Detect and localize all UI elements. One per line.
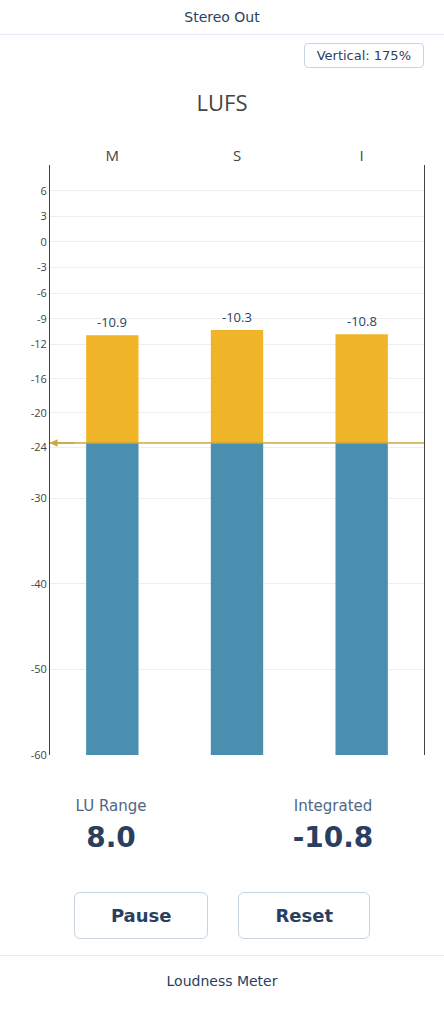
svg-text:-10.9: -10.9 (97, 313, 127, 331)
svg-text:-24: -24 (31, 439, 48, 454)
svg-text:-9: -9 (37, 311, 47, 326)
svg-text:I: I (360, 145, 364, 165)
svg-text:-60: -60 (31, 747, 47, 762)
svg-text:-6: -6 (37, 285, 47, 300)
html-text:-10.8: -10.8 (292, 820, 374, 854)
svg-text:-3: -3 (37, 259, 47, 274)
html-text:Loudness Meter: Loudness Meter (166, 973, 278, 989)
html-text:LU Range: LU Range (75, 796, 147, 815)
html-text:8.0: 8.0 (86, 820, 136, 854)
svg-text:S: S (233, 145, 241, 165)
svg-text:LUFS: LUFS (197, 87, 248, 117)
html-text:Integrated: Integrated (293, 796, 373, 815)
html-text:Pause: Pause (110, 904, 172, 926)
html-text:Vertical: 175%: Vertical: 175% (316, 47, 411, 63)
svg-text:6: 6 (41, 183, 47, 198)
svg-text:-16: -16 (31, 371, 47, 386)
svg-text:3: 3 (41, 208, 47, 223)
svg-text:0: 0 (41, 234, 47, 249)
svg-text:-12: -12 (31, 336, 47, 351)
svg-text:-10.3: -10.3 (222, 308, 252, 326)
svg-text:-10.8: -10.8 (347, 312, 377, 330)
html-text:Stereo Out: Stereo Out (184, 9, 260, 25)
svg-text:-50: -50 (31, 661, 47, 676)
svg-text:-20: -20 (31, 405, 47, 420)
html-text:Reset: Reset (275, 904, 334, 926)
svg-text:-40: -40 (31, 576, 47, 591)
svg-text:M: M (106, 145, 120, 165)
svg-text:-30: -30 (31, 490, 47, 505)
